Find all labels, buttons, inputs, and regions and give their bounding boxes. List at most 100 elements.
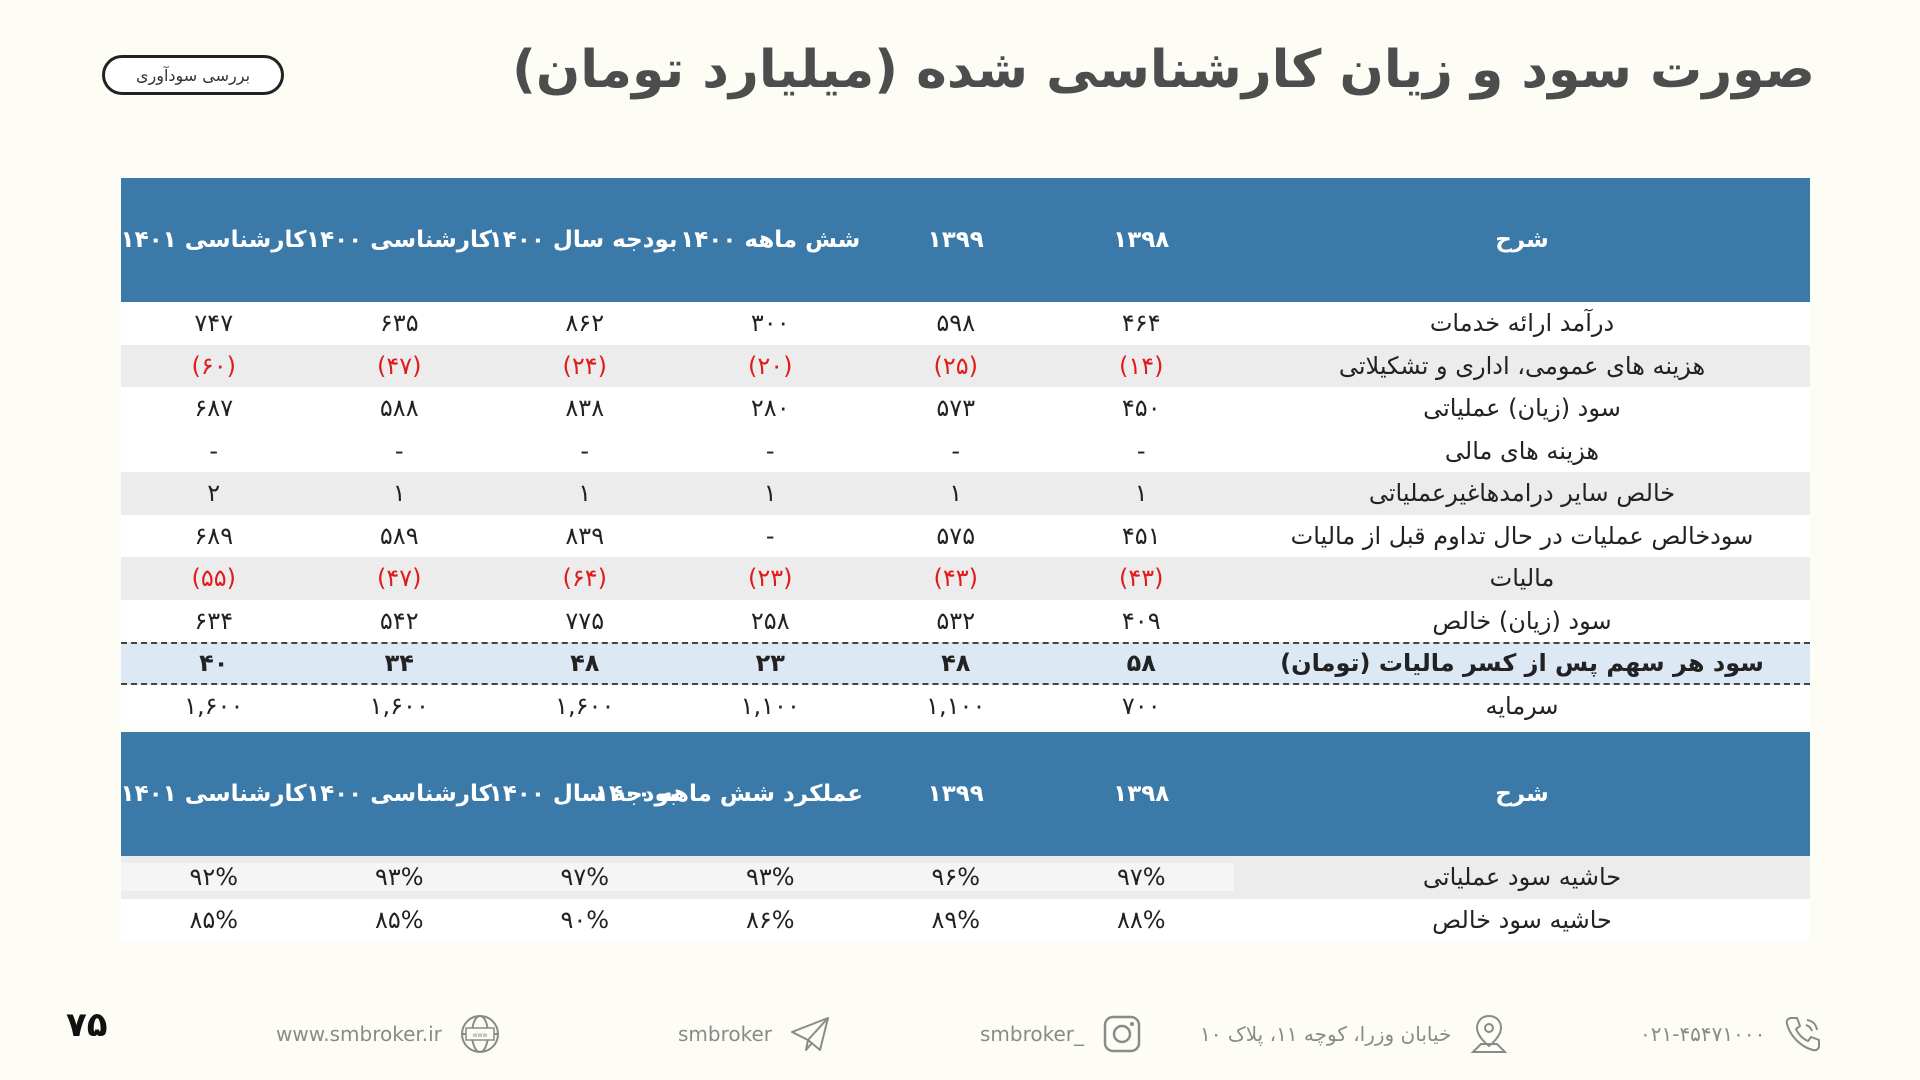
row-label: سود (زیان) خالص [1432,606,1612,635]
table-row: خالص سایر درامدهاغیرعملیاتی ۱ ۱ ۱ ۱ ۱ ۲ [121,472,1810,515]
cell: ۲۳ [755,649,785,678]
row-label: خالص سایر درامدهاغیرعملیاتی [1368,479,1676,508]
row-label: سودخالص عملیات در حال تداوم قبل از مالیا… [1290,521,1754,550]
page-number: ۷۵ [66,1005,108,1045]
cell: ۵۷۳ [936,394,976,423]
cell: ۸۵% [374,905,424,934]
row-label: حاشیه سود خالص [1432,905,1612,934]
cell: - [1136,436,1146,465]
cell: (۴۳) [933,564,979,593]
table-header-row: شرح ۱۳۹۸ ۱۳۹۹ شش ماهه ۱۴۰۰ بودجه سال ۱۴۰… [121,178,1810,302]
table-row: حاشیه سود عملیاتی ۹۷% ۹۶% ۹۳% ۹۷% ۹۳% ۹۲… [121,856,1810,899]
cell: (۴۳) [1118,564,1164,593]
phone-icon [1786,1017,1821,1052]
cell: ۶۳۴ [194,606,234,635]
margins-header-row: شرح ۱۳۹۸ ۱۳۹۹ عملکرد شش ماهه ۱۴۰۰ بودجه … [121,732,1810,856]
table-row: حاشیه سود خالص ۸۸% ۸۹% ۸۶% ۹۰% ۸۵% ۸۵% [121,898,1810,941]
svg-text:www: www [473,1032,488,1039]
column-header: بودجه سال ۱۴۰۰ [488,781,678,807]
cell: - [765,521,775,550]
cell: - [951,436,961,465]
telegram-icon [791,1017,830,1051]
column-header: کارشناسی ۱۴۰۱ [120,781,307,807]
cell: - [394,436,404,465]
website-text: www.smbroker.ir [276,1022,442,1046]
column-header: عملکرد شش ماهه ۱۴۰۰ [594,781,863,807]
cell: ۵۸۹ [379,521,419,550]
cell: ۴۶۴ [1121,309,1161,338]
cell: ۸۳۹ [565,521,605,550]
column-header: کارشناسی ۱۴۰۰ [306,227,492,253]
cell: ۷۰۰ [1121,691,1161,720]
income-statement-table: شرح ۱۳۹۸ ۱۳۹۹ شش ماهه ۱۴۰۰ بودجه سال ۱۴۰… [121,178,1810,941]
telegram-text: smbroker [678,1022,773,1046]
section-badge: بررسی سودآوری [102,55,284,95]
cell: ۸۵% [189,905,239,934]
cell: ۱ [392,479,406,508]
cell: ۸۹% [931,905,981,934]
column-header: ۱۳۹۹ [927,227,984,253]
cell: ۴۸ [941,649,971,678]
row-label: سود هر سهم پس از کسر مالیات (تومان) [1280,649,1764,678]
cell: (۶۰) [191,351,237,380]
cell: ۸۶۲ [565,309,605,338]
cell: ۲۸۰ [750,394,790,423]
cell: ۵۸ [1126,649,1156,678]
cell: ۱,۶۰۰ [369,691,429,720]
cell: ۵۴۲ [379,606,419,635]
cell: ۹۷% [492,863,678,892]
cell: ۳۰۰ [750,309,790,338]
cell: - [209,436,219,465]
column-header: ۱۳۹۸ [1113,781,1170,807]
cell: ۴۸ [570,649,600,678]
cell: ۸۳۸ [565,394,605,423]
cell: ۱ [763,479,777,508]
footer-telegram[interactable]: smbroker [678,1012,832,1056]
page-title: صورت سود و زیان کارشناسی شده (میلیارد تو… [512,40,1815,100]
cell: ۹۷% [1048,863,1234,892]
cell: ۱,۶۰۰ [184,691,244,720]
cell: ۵۷۵ [936,521,976,550]
cell: ۷۴۷ [194,309,234,338]
footer-website[interactable]: www.smbroker.ir www [276,1012,502,1056]
cell: ۹۳% [306,863,492,892]
footer-instagram[interactable]: smbroker_ [980,1012,1144,1056]
cell: (۲۰) [747,351,793,380]
footer-phone[interactable]: ۰۲۱-۴۵۴۷۱۰۰۰ [1640,1012,1825,1056]
column-header: شرح [1495,227,1549,253]
table-row: درآمد ارائه خدمات ۴۶۴ ۵۹۸ ۳۰۰ ۸۶۲ ۶۳۵ ۷۴… [121,302,1810,345]
column-header: شرح [1495,781,1549,807]
cell: ۱,۱۰۰ [740,691,800,720]
cell: ۸۸% [1116,905,1166,934]
cell: - [580,436,590,465]
cell: (۴۷) [376,564,422,593]
cell: ۴۵۰ [1121,394,1161,423]
column-header: بودجه سال ۱۴۰۰ [488,227,678,253]
cell: ۴۵۱ [1121,521,1161,550]
table-row: سود (زیان) خالص ۴۰۹ ۵۳۲ ۲۵۸ ۷۷۵ ۵۴۲ ۶۳۴ [121,599,1810,642]
cell: ۶۸۹ [194,521,234,550]
cell: (۴۷) [376,351,422,380]
cell: ۴۰۹ [1121,606,1161,635]
cell: ۴۰ [199,649,229,678]
column-header: کارشناسی ۱۴۰۰ [306,781,492,807]
row-label: حاشیه سود عملیاتی [1234,863,1810,892]
cell: - [765,436,775,465]
address-text: خیابان وزرا، کوچه ۱۱، پلاک ۱۰ [1200,1022,1452,1046]
cell: ۹۳% [677,863,863,892]
column-header: کارشناسی ۱۴۰۱ [120,227,307,253]
cell: ۱ [1134,479,1148,508]
table-row: مالیات (۴۳) (۴۳) (۲۳) (۶۴) (۴۷) (۵۵) [121,557,1810,600]
cell: ۶۳۵ [379,309,419,338]
row-label: هزینه های عمومی، اداری و تشکیلاتی [1338,351,1706,380]
table-row: هزینه های عمومی، اداری و تشکیلاتی (۱۴) (… [121,344,1810,387]
table-row: سودخالص عملیات در حال تداوم قبل از مالیا… [121,514,1810,557]
cell: (۲۴) [562,351,608,380]
cell: (۱۴) [1118,351,1164,380]
row-label: سود (زیان) عملیاتی [1423,394,1621,423]
row-label: مالیات [1489,564,1555,593]
table-row: هزینه های مالی - - - - - - [121,429,1810,472]
cell: ۹۲% [121,863,307,892]
eps-row: سود هر سهم پس از کسر مالیات (تومان) ۵۸ ۴… [121,642,1810,685]
cell: ۹۶% [863,863,1049,892]
